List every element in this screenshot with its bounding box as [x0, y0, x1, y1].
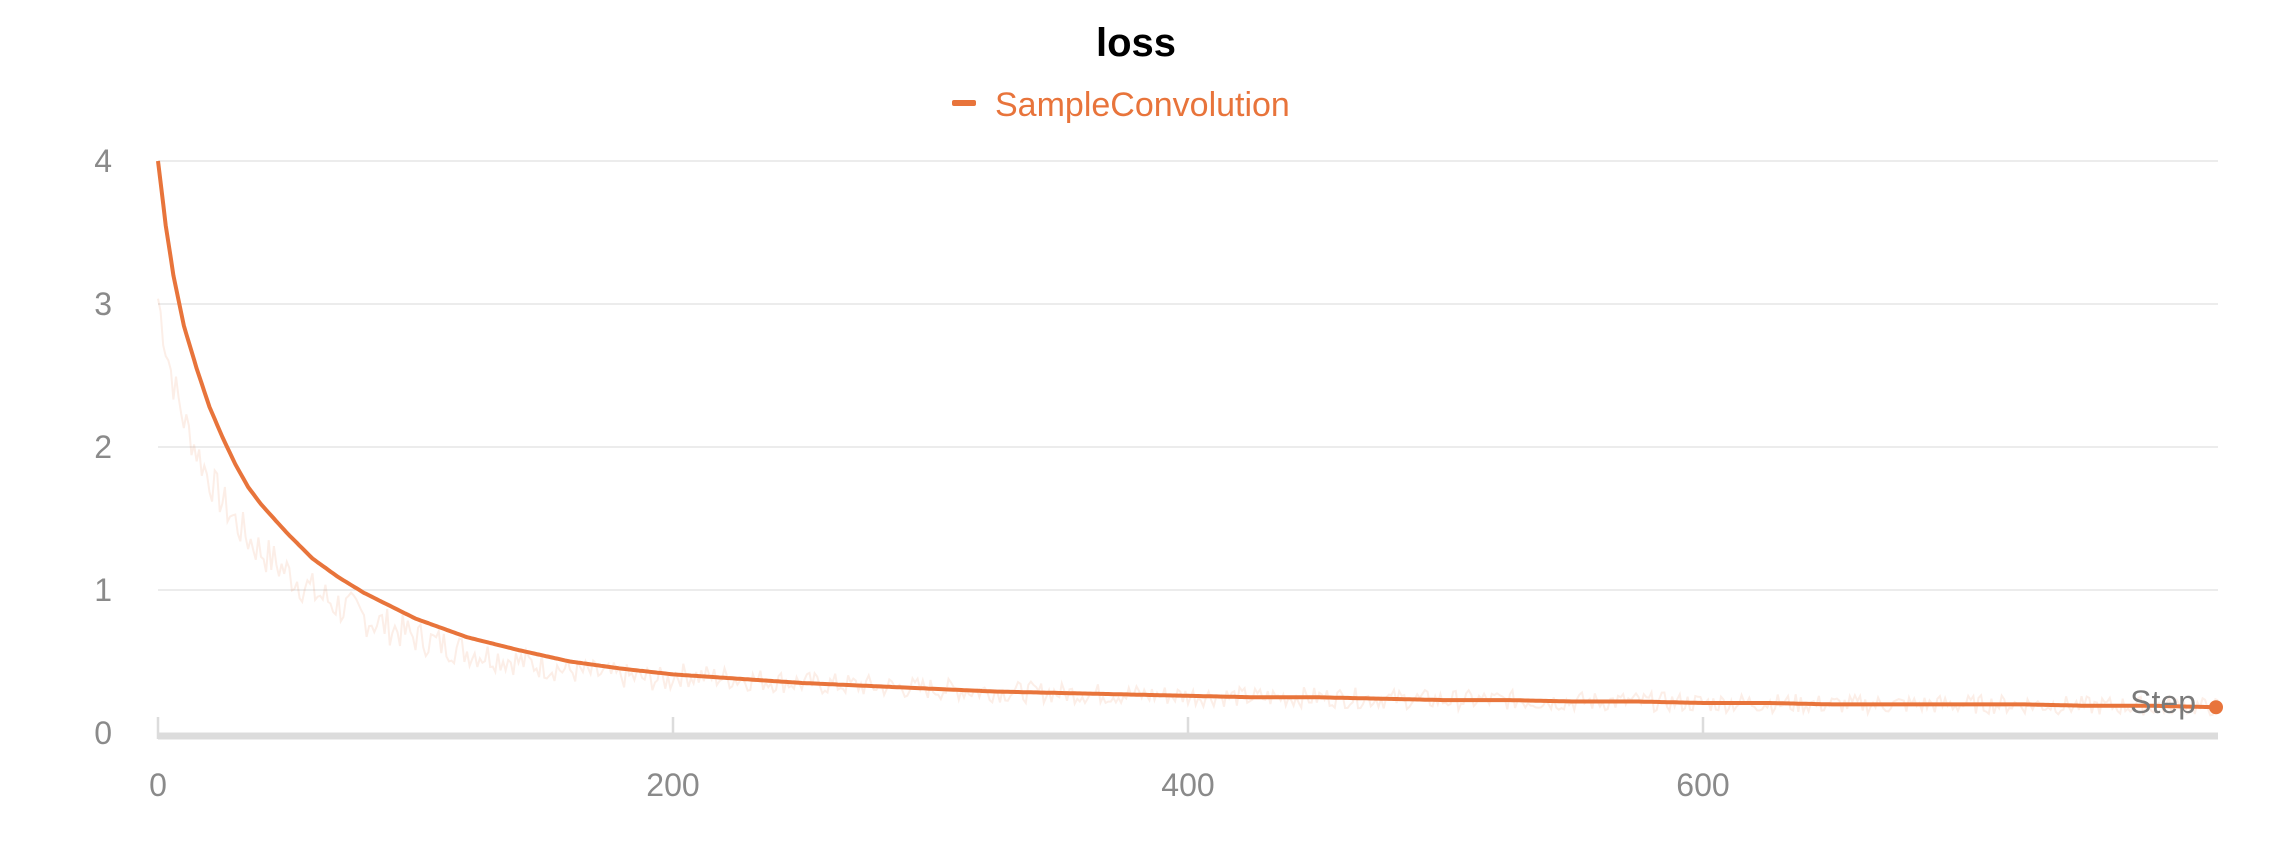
grid-lines	[158, 160, 2218, 591]
series-end-point[interactable]	[2209, 700, 2223, 715]
legend[interactable]: SampleConvolution	[952, 86, 1290, 124]
y-tick-label: 4	[94, 143, 112, 179]
y-axis-ticks: 0 1 2 3 4	[94, 143, 112, 751]
y-tick-label: 1	[94, 572, 112, 608]
raw-series-layer	[157, 298, 2219, 718]
legend-label-sampleconvolution: SampleConvolution	[995, 86, 1290, 124]
x-tick-label: 600	[1676, 767, 1729, 803]
x-tick-label: 400	[1161, 767, 1214, 803]
chart-title: loss	[1096, 21, 1176, 65]
raw-series-line	[157, 298, 2219, 718]
y-tick-label: 0	[94, 715, 112, 751]
x-axis: 0 200 400 600	[149, 717, 2218, 803]
x-tick-label: 0	[149, 767, 167, 803]
series-line-sampleconvolution	[156, 160, 2219, 710]
y-tick-label: 3	[94, 286, 112, 322]
legend-swatch	[952, 100, 976, 106]
x-axis-title: Step	[2130, 684, 2196, 720]
series-layer	[156, 160, 2223, 715]
x-tick-label: 200	[646, 767, 699, 803]
y-tick-label: 2	[94, 429, 112, 465]
